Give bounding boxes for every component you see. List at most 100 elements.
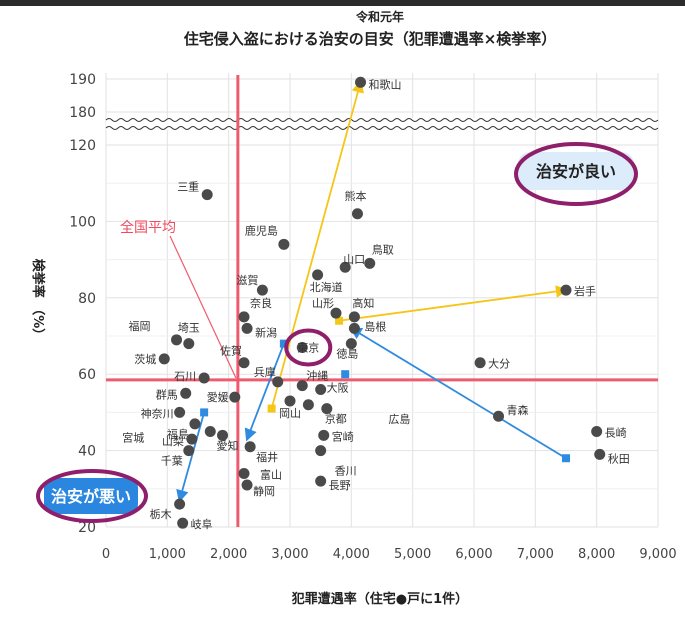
data-point	[272, 376, 284, 388]
point-label: 東京	[297, 340, 319, 354]
x-tick-label: 5,000	[394, 547, 431, 562]
data-point	[339, 261, 351, 273]
axis-break-wave	[105, 126, 659, 130]
point-label: 秋田	[608, 451, 630, 465]
window-top-bar	[0, 0, 685, 6]
y-tick-label: 190	[69, 72, 96, 88]
point-label: 香川	[335, 465, 357, 478]
point-label: 島根	[364, 319, 386, 333]
data-point	[348, 322, 360, 334]
arrow-origin-marker	[341, 370, 350, 379]
data-point	[217, 429, 229, 441]
data-point	[296, 380, 308, 392]
y-tick-label: 20	[78, 520, 96, 536]
data-point	[244, 441, 256, 453]
point-label: 京都	[325, 412, 347, 426]
data-point	[348, 311, 360, 323]
arrow-line	[244, 343, 285, 442]
data-point	[180, 387, 192, 399]
x-axis-label: 犯罪遭遇率（住宅●戸に1件）	[291, 591, 468, 607]
point-label: 三重	[177, 180, 199, 194]
data-point	[474, 357, 486, 369]
data-point	[321, 403, 333, 415]
zone-bad-outline	[36, 469, 148, 523]
x-tick-label: 4,000	[333, 547, 370, 562]
data-point	[189, 418, 201, 430]
point-label: 神奈川	[141, 406, 174, 420]
data-point	[174, 498, 186, 510]
data-point	[158, 353, 170, 365]
arrow-origin-marker	[267, 404, 276, 413]
grid-lines	[105, 73, 659, 528]
data-point	[318, 429, 330, 441]
point-label: 岩手	[574, 284, 596, 298]
point-label: 兵庫	[254, 365, 276, 379]
point-label: 北海道	[310, 280, 343, 294]
data-point	[183, 445, 195, 457]
zone-good: 治安が良い	[514, 142, 638, 206]
point-label: 長崎	[605, 426, 627, 440]
data-point	[238, 357, 250, 369]
point-label: 鹿児島	[245, 223, 278, 237]
point-label: 徳島	[336, 347, 358, 361]
data-point	[241, 322, 253, 334]
arrow-line	[349, 327, 567, 460]
point-label: 岐阜	[191, 518, 213, 531]
point-label: 広島	[388, 412, 410, 426]
data-point	[594, 448, 606, 460]
x-tick-label: 2,000	[210, 547, 247, 562]
data-point	[312, 269, 324, 281]
data-point	[355, 76, 367, 88]
point-label: 大阪	[327, 380, 349, 394]
zone-bad-badge	[44, 478, 138, 514]
point-label: 福島	[167, 427, 189, 441]
point-label: 滋賀	[236, 274, 258, 287]
x-tick-label: 8,000	[578, 547, 615, 562]
data-point	[201, 189, 213, 201]
highlight-circle	[284, 328, 333, 367]
data-point	[174, 406, 186, 418]
point-label: 富山	[260, 468, 282, 482]
data-point	[238, 468, 250, 480]
data-point	[330, 307, 342, 319]
data-point	[198, 372, 210, 384]
x-tick-label: 6,000	[455, 547, 492, 562]
data-point	[241, 479, 253, 491]
average-leader	[169, 235, 237, 379]
data-point	[183, 338, 195, 350]
y-tick-label: 40	[78, 444, 96, 460]
y-axis-label: 検挙率 （%）	[30, 259, 46, 342]
zone-good-badge	[518, 152, 634, 190]
point-label: 大分	[488, 357, 510, 371]
y-tick-label: 100	[69, 214, 96, 230]
point-label: 埼玉	[178, 321, 200, 335]
data-point	[591, 426, 603, 437]
data-point	[315, 475, 327, 487]
x-tick-label: 1,000	[149, 547, 186, 562]
data-point	[315, 383, 327, 395]
point-label: 青森	[507, 403, 529, 417]
point-label: 和歌山	[369, 77, 402, 91]
point-label: 愛媛	[207, 390, 229, 404]
point-label: 福岡	[129, 319, 151, 333]
data-point	[204, 426, 216, 437]
y-tick-label: 60	[78, 367, 96, 383]
point-label: 茨城	[134, 352, 156, 366]
arrow-origin-marker	[279, 339, 288, 348]
data-point	[493, 410, 505, 422]
arrow-origin-marker	[200, 408, 209, 417]
point-label: 山梨	[162, 434, 184, 448]
point-label: 熊本	[344, 189, 366, 203]
zone-bad: 治安が悪い	[36, 469, 148, 523]
y-tick-label: 80	[78, 291, 96, 307]
point-label: 山形	[312, 297, 334, 310]
point-label: 宮城	[122, 431, 144, 445]
data-point	[364, 257, 376, 269]
arrow-origin-marker	[562, 454, 570, 463]
point-label: 石川	[174, 370, 196, 383]
chart-title: 住宅侵入盗における治安の目安（犯罪遭遇率×検挙率）	[184, 30, 557, 48]
data-point	[351, 208, 363, 220]
point-label: 岡山	[279, 407, 301, 420]
